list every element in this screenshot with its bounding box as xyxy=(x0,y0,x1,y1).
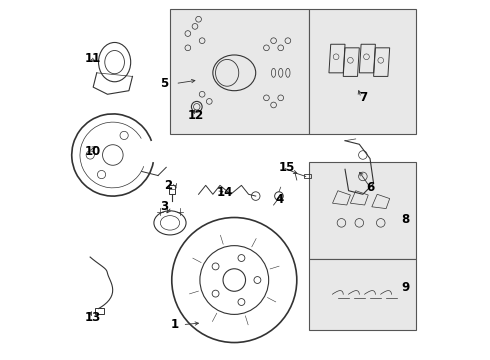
Text: 12: 12 xyxy=(188,109,204,122)
Text: 8: 8 xyxy=(401,213,409,226)
Text: 4: 4 xyxy=(275,193,284,206)
Bar xyxy=(95,307,104,314)
Bar xyxy=(169,185,174,194)
Text: 7: 7 xyxy=(359,91,368,104)
Text: 13: 13 xyxy=(85,311,101,324)
Text: 5: 5 xyxy=(160,77,168,90)
Text: 15: 15 xyxy=(279,161,295,174)
Text: 1: 1 xyxy=(171,318,179,331)
Bar xyxy=(304,174,311,178)
Text: 11: 11 xyxy=(85,52,101,65)
FancyBboxPatch shape xyxy=(170,9,309,134)
FancyBboxPatch shape xyxy=(309,9,416,134)
Text: 2: 2 xyxy=(164,179,172,192)
Text: 10: 10 xyxy=(85,145,101,158)
Text: 6: 6 xyxy=(367,181,375,194)
Text: 9: 9 xyxy=(401,281,409,294)
Text: 3: 3 xyxy=(160,200,168,213)
Text: 14: 14 xyxy=(217,186,233,199)
FancyBboxPatch shape xyxy=(309,258,416,330)
FancyBboxPatch shape xyxy=(309,162,416,258)
